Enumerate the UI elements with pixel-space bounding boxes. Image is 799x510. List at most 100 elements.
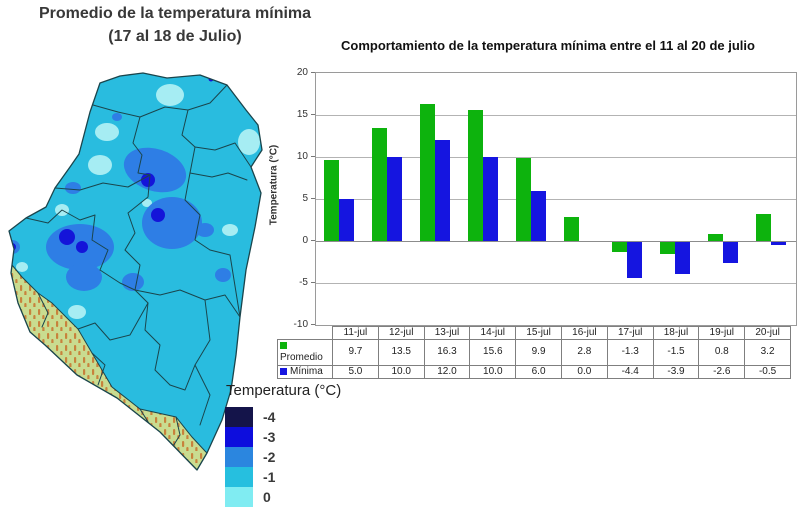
table-value-cell: 13.5 xyxy=(377,339,425,366)
province-outline xyxy=(8,72,263,471)
map-legend-label: -4 xyxy=(263,409,276,425)
y-tick-mark xyxy=(311,324,315,325)
table-corner xyxy=(278,327,333,340)
y-tick-label: 20 xyxy=(296,67,308,78)
bar-promedio-15-jul xyxy=(516,157,531,241)
series-legend-cell: Mínima xyxy=(277,364,333,380)
series-name: Promedio xyxy=(280,352,323,363)
bar-minima-11-jul xyxy=(339,199,354,241)
chart-title: Comportamiento de la temperatura mínima … xyxy=(341,38,755,53)
map-legend-label: -2 xyxy=(263,449,276,465)
bar-minima-14-jul xyxy=(483,157,498,241)
series-swatch xyxy=(280,341,287,349)
series-name: Mínima xyxy=(290,365,323,377)
table-value-cell: 0.8 xyxy=(698,339,746,366)
y-tick-mark xyxy=(311,282,315,283)
bar-promedio-17-jul xyxy=(612,242,627,252)
bar-minima-19-jul xyxy=(723,242,738,263)
y-tick-label: -5 xyxy=(299,277,308,288)
gridline xyxy=(316,282,796,284)
map-legend-label: -3 xyxy=(263,429,276,445)
map-legend-entry: -2 xyxy=(225,447,275,467)
map-warm-patches xyxy=(16,84,260,319)
table-col-header: 11-jul xyxy=(332,326,379,340)
table-col-header: 15-jul xyxy=(515,326,562,340)
gridline xyxy=(316,240,796,242)
bar-promedio-14-jul xyxy=(468,109,483,241)
table-value-cell: 3.2 xyxy=(744,339,791,366)
y-tick-label: 10 xyxy=(296,151,308,162)
table-value-cell: 10.0 xyxy=(377,364,425,380)
bar-minima-12-jul xyxy=(387,157,402,241)
bar-promedio-16-jul xyxy=(564,217,579,241)
table-value-cell: 6.0 xyxy=(515,364,562,380)
y-tick-mark xyxy=(311,198,315,199)
plot-area xyxy=(315,72,797,326)
y-tick-label: -10 xyxy=(293,319,308,330)
department-borders xyxy=(25,84,252,452)
table-value-cell: -1.3 xyxy=(606,339,654,366)
bar-minima-18-jul xyxy=(675,242,690,274)
bar-promedio-11-jul xyxy=(324,159,339,241)
data-table: 11-jul 12-jul 13-jul 14-jul 15-jul 16-jul 17-j… xyxy=(277,326,791,380)
y-tick-mark xyxy=(311,72,315,73)
map-title: Promedio de la temperatura mínima (17 al… xyxy=(8,2,342,48)
map-legend-swatch xyxy=(225,487,253,507)
map-legend-entry: -1 xyxy=(225,467,275,487)
map-legend-entry: 0 xyxy=(225,487,275,507)
y-tick-label: 5 xyxy=(302,193,308,204)
table-col-header: 16-jul xyxy=(560,326,608,340)
table-value-cell: 2.8 xyxy=(560,339,608,366)
map-title-line1: Promedio de la temperatura mínima xyxy=(38,5,312,22)
table-value-cell: -0.5 xyxy=(744,364,791,380)
map-legend: -4 -3 -2 -1 0 xyxy=(225,407,275,507)
table-col-header: 13-jul xyxy=(423,326,471,340)
table-value-cell: 9.7 xyxy=(332,339,379,366)
table-col-header: 17-jul xyxy=(606,326,654,340)
y-tick-label: 15 xyxy=(296,109,308,120)
bar-minima-20-jul xyxy=(771,242,786,246)
table-value-cell: 15.6 xyxy=(469,339,517,366)
gridline xyxy=(316,198,796,200)
map-legend-entry: -3 xyxy=(225,427,275,447)
bar-promedio-18-jul xyxy=(660,242,675,254)
table-value-cell: -2.6 xyxy=(698,364,746,380)
bar-minima-13-jul xyxy=(435,140,450,241)
map-legend-swatch xyxy=(225,467,253,487)
table-value-cell: -4.4 xyxy=(606,364,654,380)
bar-promedio-13-jul xyxy=(420,104,435,241)
map-legend-swatch xyxy=(225,447,253,467)
table-value-cell: -3.9 xyxy=(652,364,700,380)
table-col-header: 12-jul xyxy=(377,326,425,340)
y-tick-label: 0 xyxy=(302,235,308,246)
series-legend-cell: Promedio xyxy=(277,339,333,366)
map-legend-swatch xyxy=(225,427,253,447)
province-map xyxy=(8,72,263,471)
bar-minima-17-jul xyxy=(627,242,642,278)
map-legend-swatch xyxy=(225,407,253,427)
table-value-cell: 16.3 xyxy=(423,339,471,366)
gridline xyxy=(316,156,796,158)
y-tick-mark xyxy=(311,240,315,241)
y-tick-mark xyxy=(311,114,315,115)
map-legend-label: 0 xyxy=(263,489,271,505)
table-value-cell: 12.0 xyxy=(423,364,471,380)
table-col-header: 14-jul xyxy=(469,326,517,340)
gridline xyxy=(316,114,796,116)
map-legend-entry: -4 xyxy=(225,407,275,427)
table-value-cell: 10.0 xyxy=(469,364,517,380)
table-col-header: 19-jul xyxy=(698,326,746,340)
bar-promedio-20-jul xyxy=(756,214,771,241)
table-col-header: 18-jul xyxy=(652,326,700,340)
series-swatch xyxy=(280,368,287,376)
bar-promedio-12-jul xyxy=(372,127,387,241)
y-tick-mark xyxy=(311,156,315,157)
map-legend-title: Temperatura (°C) xyxy=(226,382,342,399)
table-value-cell: 0.0 xyxy=(560,364,608,380)
map-title-line2: (17 al 18 de Julio) xyxy=(108,28,242,45)
bar-promedio-19-jul xyxy=(708,234,723,241)
table-value-cell: 5.0 xyxy=(332,364,379,380)
table-value-cell: 9.9 xyxy=(515,339,562,366)
bar-minima-15-jul xyxy=(531,190,546,241)
